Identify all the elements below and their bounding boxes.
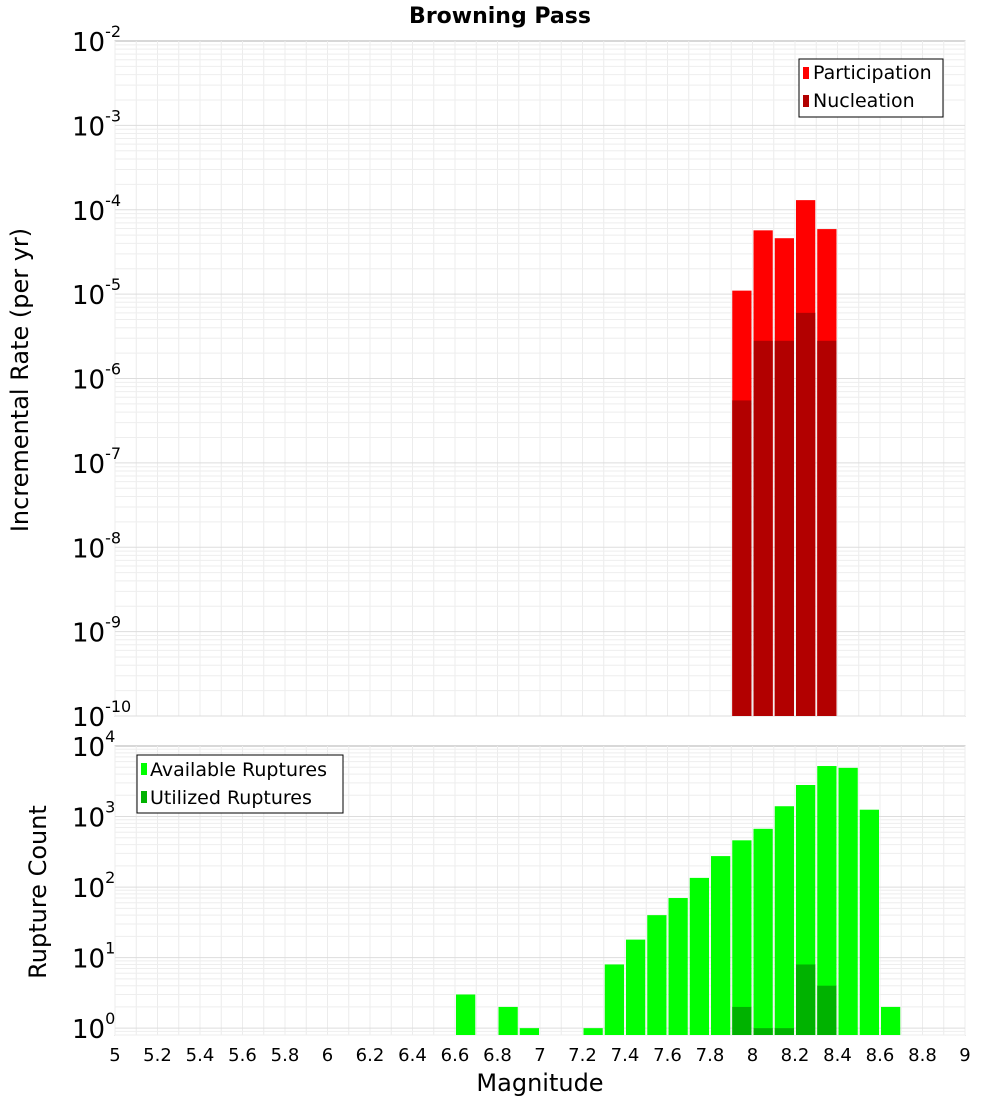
top-y-tick-label: 10-7 xyxy=(72,444,121,480)
bottom-y-tick-label: 103 xyxy=(72,798,115,834)
x-tick-label: 7.6 xyxy=(653,1045,682,1066)
x-tick-label: 8.8 xyxy=(908,1045,937,1066)
x-tick-label: 6.6 xyxy=(441,1045,470,1066)
top-y-tick-label: 10-5 xyxy=(72,275,121,311)
chart-title: Browning Pass xyxy=(409,4,591,29)
x-tick-label: 6.4 xyxy=(398,1045,427,1066)
bottom-bar-available-ruptures xyxy=(774,806,794,1035)
legend-label-participation: Participation xyxy=(813,62,932,84)
x-tick-label: 7.2 xyxy=(568,1045,597,1066)
legend-swatch-participation xyxy=(803,67,809,79)
bottom-bar-available-ruptures xyxy=(881,1006,901,1035)
top-legend-box xyxy=(798,58,944,118)
bottom-bar-available-ruptures xyxy=(456,994,476,1035)
top-y-tick-label: 10-6 xyxy=(72,360,121,396)
bottom-bar-available-ruptures xyxy=(626,939,646,1035)
x-tick-label: 5.2 xyxy=(143,1045,172,1066)
bottom-y-tick-label: 102 xyxy=(72,868,115,904)
legend-swatch-nucleation xyxy=(803,95,809,107)
x-tick-label: 7 xyxy=(534,1045,545,1066)
bottom-bars xyxy=(456,766,901,1035)
x-tick-label: 5 xyxy=(109,1045,120,1066)
x-tick-label: 5.6 xyxy=(228,1045,257,1066)
top-y-ticks: 10-10 10-9 10-8 10-7 10-6 10-5 10-4 10-3 10-2 xyxy=(72,22,131,733)
top-y-tick-label: 10-2 xyxy=(72,22,121,58)
bottom-bar-available-ruptures xyxy=(519,1028,539,1035)
bottom-bar-utilized-ruptures xyxy=(817,985,837,1035)
legend-swatch-available xyxy=(141,763,147,775)
bottom-bar-available-ruptures xyxy=(498,1006,518,1035)
bottom-legend-box xyxy=(136,754,344,814)
x-tick-label: 5.4 xyxy=(186,1045,215,1066)
x-tick-label: 6 xyxy=(322,1045,333,1066)
top-grid xyxy=(114,41,966,717)
bottom-y-axis-label: Rupture Count xyxy=(24,805,52,979)
bottom-bar-available-ruptures xyxy=(689,877,709,1035)
bottom-bar-available-ruptures xyxy=(711,856,731,1035)
legend-label-available: Available Ruptures xyxy=(150,759,327,781)
bottom-bar-available-ruptures xyxy=(604,964,624,1035)
top-y-tick-label: 10-9 xyxy=(72,613,121,649)
x-tick-label: 9 xyxy=(959,1045,970,1066)
x-tick-label: 7.4 xyxy=(611,1045,640,1066)
x-ticks: 5 5.2 5.4 5.6 5.8 6 6.2 6.4 6.6 6.8 7 7.2 7.4 7.6 7.8 8… xyxy=(109,1045,970,1066)
bottom-y-ticks: 100 101 102 103 104 xyxy=(72,727,115,1045)
x-tick-label: 6.2 xyxy=(356,1045,385,1066)
top-bar-nucleation xyxy=(817,340,837,716)
top-bars xyxy=(732,200,837,717)
bottom-bar-available-ruptures xyxy=(859,809,879,1035)
x-tick-label: 8.4 xyxy=(823,1045,852,1066)
top-y-tick-label: 10-4 xyxy=(72,191,121,227)
bottom-bar-available-ruptures xyxy=(647,915,667,1035)
bottom-bar-available-ruptures xyxy=(732,840,752,1035)
x-tick-label: 6.8 xyxy=(483,1045,512,1066)
legend-swatch-utilized xyxy=(141,791,147,803)
x-tick-label: 7.8 xyxy=(696,1045,725,1066)
bottom-y-tick-label: 100 xyxy=(72,1009,115,1045)
bottom-bar-utilized-ruptures xyxy=(732,1006,752,1035)
top-y-tick-label: 10-10 xyxy=(72,697,131,733)
top-bar-nucleation xyxy=(796,312,816,716)
top-y-tick-label: 10-3 xyxy=(72,106,121,142)
top-y-tick-label: 10-8 xyxy=(72,528,121,564)
top-panel: 10-10 10-9 10-8 10-7 10-6 10-5 10-4 10-3 10-2 In… xyxy=(6,22,966,733)
bottom-bar-utilized-ruptures xyxy=(774,1028,794,1035)
legend-label-nucleation: Nucleation xyxy=(813,90,915,112)
top-bar-nucleation xyxy=(753,340,773,716)
bottom-legend: Available Ruptures Utilized Ruptures xyxy=(136,754,344,814)
bottom-panel: 100 101 102 103 104 5 5.2 5.4 5.6 5.8 6 6.2 6.4 6.6 6… xyxy=(24,727,971,1097)
bottom-bar-utilized-ruptures xyxy=(753,1028,773,1035)
bottom-bar-available-ruptures xyxy=(583,1028,603,1035)
x-tick-label: 8.2 xyxy=(781,1045,810,1066)
bottom-bar-available-ruptures xyxy=(753,828,773,1035)
bottom-grid xyxy=(114,746,966,1036)
bottom-bar-utilized-ruptures xyxy=(796,964,816,1035)
bottom-bar-available-ruptures xyxy=(838,767,858,1035)
x-tick-label: 8.6 xyxy=(866,1045,895,1066)
bottom-y-tick-label: 101 xyxy=(72,939,115,975)
top-bar-nucleation xyxy=(774,340,794,716)
x-tick-label: 5.8 xyxy=(271,1045,300,1066)
bottom-bar-available-ruptures xyxy=(817,766,837,1035)
top-legend: Participation Nucleation xyxy=(798,58,944,118)
top-y-axis-label: Incremental Rate (per yr) xyxy=(6,228,34,532)
bottom-y-tick-label: 104 xyxy=(72,727,115,763)
x-axis-label: Magnitude xyxy=(476,1069,603,1097)
top-bar-nucleation xyxy=(732,400,752,716)
x-tick-label: 8 xyxy=(747,1045,758,1066)
bottom-bar-available-ruptures xyxy=(668,898,688,1035)
legend-label-utilized: Utilized Ruptures xyxy=(150,787,312,809)
